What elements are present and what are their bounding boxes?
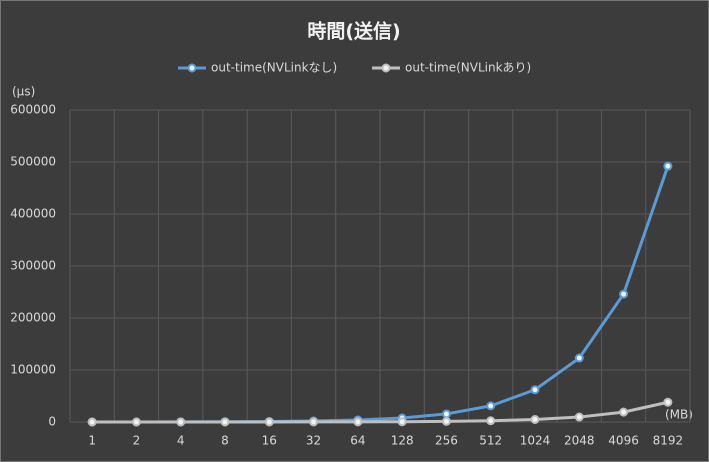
data-point [441,409,451,419]
data-point [530,415,540,425]
y-tick-label: 300000 [10,259,56,273]
series-line [92,400,669,424]
x-tick-label: 32 [306,434,321,448]
y-tick-label: 400000 [10,207,56,221]
legend-marker [381,63,391,73]
y-tick-label: 100000 [10,363,56,377]
data-point [574,412,584,422]
x-tick-label: 16 [262,434,277,448]
legend-label: out-time(NVLinkあり) [405,61,531,75]
data-point [264,417,274,427]
data-point [486,401,496,411]
legend-marker [187,63,197,73]
data-point [530,385,540,395]
legend-label: out-time(NVLinkなし) [211,61,337,75]
x-tick-label: 256 [435,434,458,448]
data-point [353,417,363,427]
x-axis-label: (MB) [665,408,693,422]
x-tick-label: 4096 [608,434,639,448]
x-tick-label: 2 [133,434,141,448]
data-point [486,416,496,426]
data-point [309,417,319,427]
chart-title: 時間(送信) [307,20,400,43]
x-tick-label: 1 [88,434,96,448]
x-tick-label: 128 [391,434,414,448]
x-tick-label: 1024 [520,434,551,448]
data-point [397,417,407,427]
data-point [441,416,451,426]
x-tick-label: 8 [221,434,229,448]
data-point [619,407,629,417]
x-tick-label: 2048 [564,434,595,448]
data-point [220,417,230,427]
legend: out-time(NVLinkなし) out-time(NVLinkあり) [178,61,531,75]
data-point [131,417,141,427]
data-point [574,353,584,363]
x-tick-label: 512 [479,434,502,448]
y-tick-label: 200000 [10,311,56,325]
data-point [87,417,97,427]
x-tick-label: 4 [177,434,185,448]
data-point [176,417,186,427]
data-point [663,397,673,407]
data-point [619,289,629,299]
y-tick-label: 0 [48,415,56,429]
y-tick-label: 500000 [10,155,56,169]
x-tick-label: 64 [350,434,365,448]
data-point [663,161,673,171]
y-axis-label: (μs) [12,85,35,99]
y-tick-label: 600000 [10,103,56,117]
x-tick-label: 8192 [653,434,684,448]
